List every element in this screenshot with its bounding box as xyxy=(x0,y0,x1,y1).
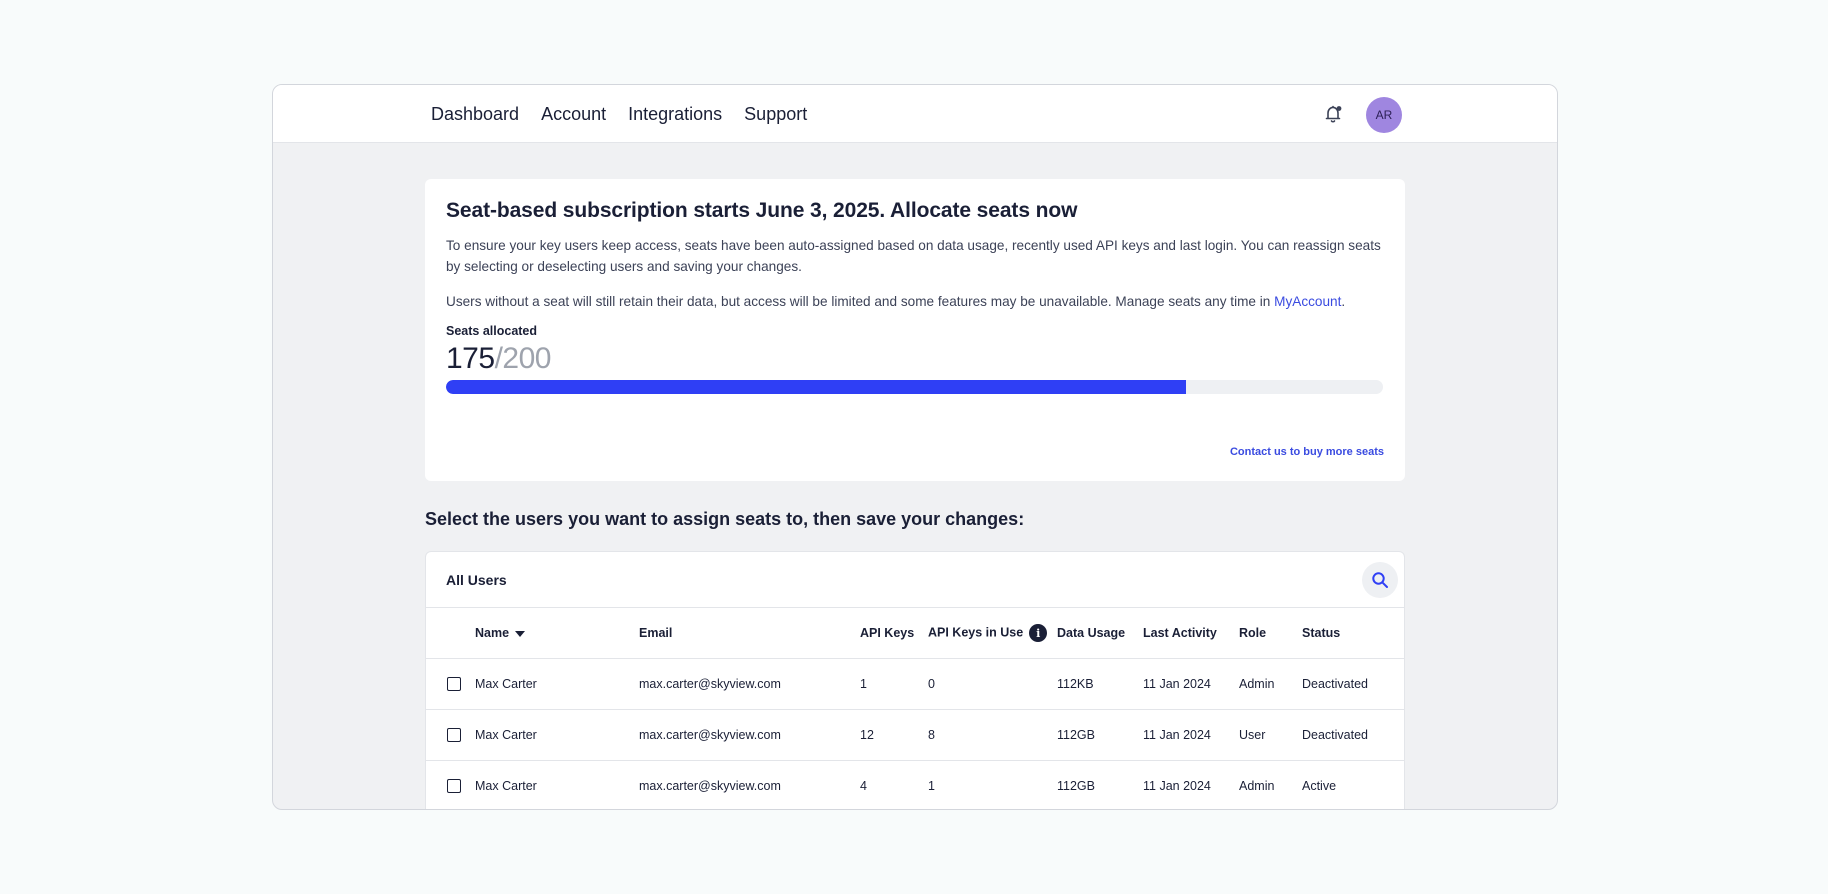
user-role: Admin xyxy=(1239,779,1275,793)
seats-allocated-label: Seats allocated xyxy=(446,324,538,338)
column-header-api-keys: API Keys xyxy=(860,626,915,640)
user-name: Max Carter xyxy=(475,779,537,793)
nav-item-dashboard[interactable]: Dashboard xyxy=(431,103,520,124)
user-email: max.carter@skyview.com xyxy=(639,728,781,742)
main-nav: Dashboard Account Integrations Support xyxy=(431,85,807,143)
seats-used: 175 xyxy=(446,342,495,375)
user-status: Deactivated xyxy=(1302,677,1369,691)
user-data-usage: 112KB xyxy=(1057,677,1094,691)
user-name: Max Carter xyxy=(475,677,537,691)
row-checkbox[interactable] xyxy=(447,779,461,793)
nav-item-integrations[interactable]: Integrations xyxy=(628,103,723,124)
avatar[interactable]: AR xyxy=(1366,97,1402,133)
user-status: Deactivated xyxy=(1302,728,1369,742)
table-row[interactable]: Max Carter max.carter@skyview.com 1 0 11… xyxy=(426,659,1404,710)
column-header-role: Role xyxy=(1239,626,1267,640)
user-name: Max Carter xyxy=(475,728,537,742)
user-data-usage: 112GB xyxy=(1057,728,1095,742)
table-row[interactable]: Max Carter max.carter@skyview.com 12 8 1… xyxy=(426,710,1404,761)
user-data-usage: 112GB xyxy=(1057,779,1095,793)
user-api-keys: 1 xyxy=(860,677,867,691)
top-navigation-bar: Dashboard Account Integrations Support A… xyxy=(273,85,1557,143)
user-api-keys-in-use: 0 xyxy=(928,677,935,691)
user-api-keys-in-use: 1 xyxy=(928,779,935,793)
seats-progress-bar xyxy=(446,380,1383,394)
sort-down-icon xyxy=(515,630,526,637)
banner-note: Users without a seat will still retain t… xyxy=(446,291,1384,312)
contact-buy-seats-link[interactable]: Contact us to buy more seats xyxy=(1229,446,1384,458)
banner-title: Seat-based subscription starts June 3, 2… xyxy=(446,199,1078,222)
user-last-activity: 11 Jan 2024 xyxy=(1143,728,1211,742)
column-api-keys-in-use-label: API Keys in Use xyxy=(928,625,1024,640)
column-header-data-usage: Data Usage xyxy=(1057,626,1126,640)
user-status: Active xyxy=(1302,779,1337,793)
table-row[interactable]: Max Carter max.carter@skyview.com 4 1 11… xyxy=(426,761,1404,809)
column-header-name[interactable]: Name xyxy=(475,626,526,640)
banner-note-text: Users without a seat will still retain t… xyxy=(446,294,1275,309)
user-last-activity: 11 Jan 2024 xyxy=(1143,779,1211,793)
search-button[interactable] xyxy=(1362,562,1398,598)
myaccount-link[interactable]: MyAccount xyxy=(1274,294,1342,309)
user-email: max.carter@skyview.com xyxy=(639,677,781,691)
user-api-keys: 12 xyxy=(860,728,874,742)
section-title: Select the users you want to assign seat… xyxy=(425,509,1025,529)
table-header-row: Name Email API Keys API Keys in Use i Dat… xyxy=(426,608,1404,659)
user-email: max.carter@skyview.com xyxy=(639,779,781,793)
table-header-bar: All Users xyxy=(426,552,1404,608)
nav-item-account[interactable]: Account xyxy=(541,103,607,124)
column-header-email: Email xyxy=(639,626,673,640)
seats-progress-fill xyxy=(446,380,1187,394)
row-checkbox[interactable] xyxy=(447,728,461,742)
user-role: Admin xyxy=(1239,677,1275,691)
seats-total: /200 xyxy=(494,342,552,375)
banner-note-end: . xyxy=(1341,294,1346,309)
seat-allocation-card: Seat-based subscription starts June 3, 2… xyxy=(425,179,1405,481)
user-api-keys: 4 xyxy=(860,779,867,793)
column-header-api-keys-in-use: API Keys in Use i xyxy=(928,624,1048,642)
column-header-last-activity: Last Activity xyxy=(1143,626,1217,640)
column-name-label: Name xyxy=(475,626,510,640)
column-header-status: Status xyxy=(1302,626,1341,640)
user-role: User xyxy=(1239,728,1266,742)
user-api-keys-in-use: 8 xyxy=(928,728,935,742)
users-table: All Users Name Email API Keys API Keys i… xyxy=(425,551,1405,809)
nav-item-support[interactable]: Support xyxy=(744,103,808,124)
info-icon[interactable]: i xyxy=(1029,624,1048,642)
user-last-activity: 11 Jan 2024 xyxy=(1143,677,1211,691)
bell-icon[interactable] xyxy=(1322,102,1346,126)
banner-description: To ensure your key users keep access, se… xyxy=(446,238,1381,274)
search-icon xyxy=(1372,572,1388,588)
app-window: Dashboard Account Integrations Support A… xyxy=(272,84,1558,810)
table-title: All Users xyxy=(446,572,507,588)
row-checkbox[interactable] xyxy=(447,677,461,691)
seats-count: 175/200 xyxy=(446,342,1384,376)
